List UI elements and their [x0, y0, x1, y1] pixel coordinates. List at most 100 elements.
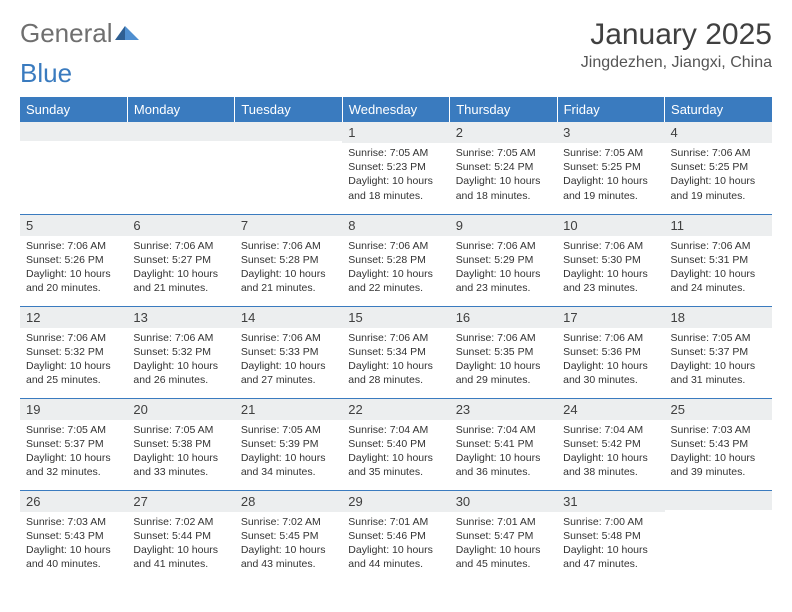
sunset-text: Sunset: 5:33 PM [241, 345, 336, 359]
calendar-day-cell: 29Sunrise: 7:01 AMSunset: 5:46 PMDayligh… [342, 490, 449, 582]
day-header: Thursday [450, 97, 557, 122]
day-number: 24 [557, 399, 664, 420]
sunset-text: Sunset: 5:35 PM [456, 345, 551, 359]
day-details: Sunrise: 7:05 AMSunset: 5:37 PMDaylight:… [665, 328, 772, 392]
calendar-day-cell: 12Sunrise: 7:06 AMSunset: 5:32 PMDayligh… [20, 306, 127, 398]
sunrise-text: Sunrise: 7:06 AM [671, 239, 766, 253]
calendar-day-cell: 24Sunrise: 7:04 AMSunset: 5:42 PMDayligh… [557, 398, 664, 490]
daylight-text: Daylight: 10 hours and 22 minutes. [348, 267, 443, 295]
logo-flag-icon [115, 18, 141, 49]
day-number: 4 [665, 122, 772, 143]
day-details: Sunrise: 7:06 AMSunset: 5:35 PMDaylight:… [450, 328, 557, 392]
sunrise-text: Sunrise: 7:06 AM [133, 331, 228, 345]
day-details: Sunrise: 7:06 AMSunset: 5:32 PMDaylight:… [20, 328, 127, 392]
day-details: Sunrise: 7:06 AMSunset: 5:25 PMDaylight:… [665, 143, 772, 207]
day-number: 23 [450, 399, 557, 420]
calendar-day-cell [665, 490, 772, 582]
day-details: Sunrise: 7:04 AMSunset: 5:40 PMDaylight:… [342, 420, 449, 484]
day-number: 18 [665, 307, 772, 328]
day-number: 19 [20, 399, 127, 420]
sunset-text: Sunset: 5:25 PM [671, 160, 766, 174]
sunset-text: Sunset: 5:48 PM [563, 529, 658, 543]
day-number: 12 [20, 307, 127, 328]
logo-text-2: Blue [20, 58, 72, 89]
day-details: Sunrise: 7:06 AMSunset: 5:32 PMDaylight:… [127, 328, 234, 392]
day-number: 25 [665, 399, 772, 420]
day-number: 9 [450, 215, 557, 236]
sunrise-text: Sunrise: 7:05 AM [456, 146, 551, 160]
title-block: January 2025 Jingdezhen, Jiangxi, China [581, 18, 772, 72]
calendar-day-cell: 17Sunrise: 7:06 AMSunset: 5:36 PMDayligh… [557, 306, 664, 398]
day-header: Monday [127, 97, 234, 122]
daylight-text: Daylight: 10 hours and 21 minutes. [133, 267, 228, 295]
sunset-text: Sunset: 5:26 PM [26, 253, 121, 267]
sunset-text: Sunset: 5:37 PM [671, 345, 766, 359]
sunrise-text: Sunrise: 7:05 AM [671, 331, 766, 345]
day-details: Sunrise: 7:05 AMSunset: 5:37 PMDaylight:… [20, 420, 127, 484]
day-details: Sunrise: 7:05 AMSunset: 5:25 PMDaylight:… [557, 143, 664, 207]
day-number: 5 [20, 215, 127, 236]
sunrise-text: Sunrise: 7:02 AM [133, 515, 228, 529]
sunrise-text: Sunrise: 7:02 AM [241, 515, 336, 529]
daylight-text: Daylight: 10 hours and 30 minutes. [563, 359, 658, 387]
daylight-text: Daylight: 10 hours and 24 minutes. [671, 267, 766, 295]
calendar-day-cell: 16Sunrise: 7:06 AMSunset: 5:35 PMDayligh… [450, 306, 557, 398]
day-details: Sunrise: 7:05 AMSunset: 5:24 PMDaylight:… [450, 143, 557, 207]
sunrise-text: Sunrise: 7:06 AM [26, 331, 121, 345]
calendar-day-cell: 10Sunrise: 7:06 AMSunset: 5:30 PMDayligh… [557, 214, 664, 306]
daylight-text: Daylight: 10 hours and 27 minutes. [241, 359, 336, 387]
day-details: Sunrise: 7:06 AMSunset: 5:26 PMDaylight:… [20, 236, 127, 300]
daylight-text: Daylight: 10 hours and 41 minutes. [133, 543, 228, 571]
daylight-text: Daylight: 10 hours and 19 minutes. [563, 174, 658, 202]
calendar-week-row: 19Sunrise: 7:05 AMSunset: 5:37 PMDayligh… [20, 398, 772, 490]
day-details: Sunrise: 7:06 AMSunset: 5:36 PMDaylight:… [557, 328, 664, 392]
calendar-week-row: 5Sunrise: 7:06 AMSunset: 5:26 PMDaylight… [20, 214, 772, 306]
daylight-text: Daylight: 10 hours and 43 minutes. [241, 543, 336, 571]
sunset-text: Sunset: 5:37 PM [26, 437, 121, 451]
day-header: Sunday [20, 97, 127, 122]
sunrise-text: Sunrise: 7:05 AM [348, 146, 443, 160]
calendar-day-cell: 22Sunrise: 7:04 AMSunset: 5:40 PMDayligh… [342, 398, 449, 490]
day-number: 27 [127, 491, 234, 512]
sunset-text: Sunset: 5:32 PM [133, 345, 228, 359]
calendar-day-cell: 23Sunrise: 7:04 AMSunset: 5:41 PMDayligh… [450, 398, 557, 490]
calendar-day-cell [235, 122, 342, 214]
calendar-day-cell: 30Sunrise: 7:01 AMSunset: 5:47 PMDayligh… [450, 490, 557, 582]
sunrise-text: Sunrise: 7:06 AM [241, 331, 336, 345]
calendar-day-cell [127, 122, 234, 214]
calendar-day-cell: 20Sunrise: 7:05 AMSunset: 5:38 PMDayligh… [127, 398, 234, 490]
day-details: Sunrise: 7:04 AMSunset: 5:41 PMDaylight:… [450, 420, 557, 484]
sunset-text: Sunset: 5:31 PM [671, 253, 766, 267]
sunrise-text: Sunrise: 7:01 AM [456, 515, 551, 529]
day-number: 28 [235, 491, 342, 512]
day-number: 13 [127, 307, 234, 328]
day-number: 1 [342, 122, 449, 143]
day-details: Sunrise: 7:06 AMSunset: 5:30 PMDaylight:… [557, 236, 664, 300]
day-number: 21 [235, 399, 342, 420]
daylight-text: Daylight: 10 hours and 39 minutes. [671, 451, 766, 479]
daylight-text: Daylight: 10 hours and 36 minutes. [456, 451, 551, 479]
sunset-text: Sunset: 5:47 PM [456, 529, 551, 543]
sunrise-text: Sunrise: 7:03 AM [671, 423, 766, 437]
sunset-text: Sunset: 5:36 PM [563, 345, 658, 359]
sunset-text: Sunset: 5:39 PM [241, 437, 336, 451]
daylight-text: Daylight: 10 hours and 32 minutes. [26, 451, 121, 479]
day-number: 8 [342, 215, 449, 236]
sunrise-text: Sunrise: 7:06 AM [241, 239, 336, 253]
day-number: 15 [342, 307, 449, 328]
daylight-text: Daylight: 10 hours and 38 minutes. [563, 451, 658, 479]
calendar-table: Sunday Monday Tuesday Wednesday Thursday… [20, 97, 772, 582]
sunset-text: Sunset: 5:32 PM [26, 345, 121, 359]
day-number: 31 [557, 491, 664, 512]
location-text: Jingdezhen, Jiangxi, China [581, 54, 772, 72]
day-number [665, 491, 772, 510]
day-details: Sunrise: 7:03 AMSunset: 5:43 PMDaylight:… [665, 420, 772, 484]
day-details: Sunrise: 7:05 AMSunset: 5:39 PMDaylight:… [235, 420, 342, 484]
day-details: Sunrise: 7:06 AMSunset: 5:34 PMDaylight:… [342, 328, 449, 392]
day-details: Sunrise: 7:05 AMSunset: 5:38 PMDaylight:… [127, 420, 234, 484]
day-number: 6 [127, 215, 234, 236]
day-number: 30 [450, 491, 557, 512]
day-details: Sunrise: 7:06 AMSunset: 5:27 PMDaylight:… [127, 236, 234, 300]
daylight-text: Daylight: 10 hours and 25 minutes. [26, 359, 121, 387]
calendar-day-cell: 31Sunrise: 7:00 AMSunset: 5:48 PMDayligh… [557, 490, 664, 582]
